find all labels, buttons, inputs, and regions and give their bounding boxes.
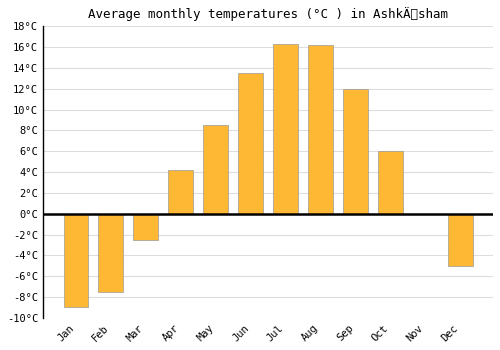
Bar: [378, 151, 402, 214]
Bar: [134, 214, 158, 240]
Bar: [238, 73, 263, 214]
Bar: [308, 45, 332, 214]
Bar: [343, 89, 367, 214]
Bar: [204, 125, 228, 214]
Title: Average monthly temperatures (°C ) in AshkÄsham: Average monthly temperatures (°C ) in As…: [88, 7, 448, 21]
Bar: [98, 214, 123, 292]
Bar: [64, 214, 88, 307]
Bar: [274, 44, 298, 214]
Bar: [168, 170, 193, 214]
Bar: [448, 214, 472, 266]
